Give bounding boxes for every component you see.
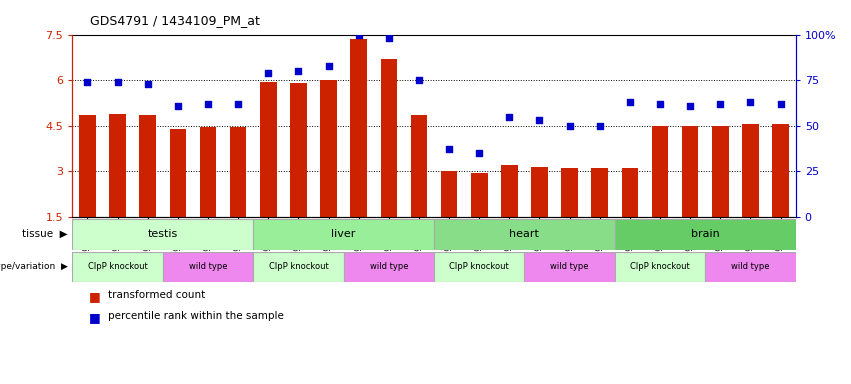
Bar xyxy=(163,252,254,282)
Bar xyxy=(109,114,126,217)
Bar xyxy=(344,252,434,282)
Text: ClpP knockout: ClpP knockout xyxy=(449,262,509,271)
Text: heart: heart xyxy=(510,229,540,239)
Point xyxy=(351,31,365,38)
Bar xyxy=(434,219,614,250)
Text: wild type: wild type xyxy=(189,262,227,271)
Bar xyxy=(652,126,668,217)
Bar xyxy=(230,127,247,217)
Bar xyxy=(140,115,156,217)
Bar xyxy=(614,252,705,282)
Bar xyxy=(260,82,277,217)
Bar xyxy=(254,219,434,250)
Point xyxy=(201,101,214,107)
Point xyxy=(472,150,486,156)
Bar xyxy=(614,219,796,250)
Point xyxy=(503,114,517,120)
Bar xyxy=(254,252,344,282)
Text: ClpP knockout: ClpP knockout xyxy=(88,262,147,271)
Bar xyxy=(380,59,397,217)
Text: ■: ■ xyxy=(89,290,101,303)
Point xyxy=(81,79,94,85)
Bar xyxy=(773,124,789,217)
Point xyxy=(744,99,757,105)
Point xyxy=(141,81,155,87)
Point xyxy=(231,101,245,107)
Bar xyxy=(591,168,608,217)
Bar xyxy=(200,127,216,217)
Text: wild type: wild type xyxy=(369,262,408,271)
Point xyxy=(322,63,335,69)
Bar xyxy=(682,126,699,217)
Text: ClpP knockout: ClpP knockout xyxy=(269,262,328,271)
Point xyxy=(533,117,546,123)
Text: wild type: wild type xyxy=(731,262,769,271)
Point xyxy=(382,35,396,41)
Bar xyxy=(351,39,367,217)
Bar xyxy=(742,124,759,217)
Bar xyxy=(531,167,548,217)
Point xyxy=(593,123,607,129)
Point xyxy=(774,101,787,107)
Point xyxy=(171,103,185,109)
Bar xyxy=(441,171,457,217)
Text: transformed count: transformed count xyxy=(108,290,205,300)
Point xyxy=(412,77,426,83)
Bar xyxy=(169,129,186,217)
Point xyxy=(292,68,306,74)
Bar xyxy=(411,115,427,217)
Text: tissue  ▶: tissue ▶ xyxy=(22,229,68,239)
Bar xyxy=(524,252,614,282)
Text: liver: liver xyxy=(331,229,356,239)
Text: ■: ■ xyxy=(89,311,101,324)
Bar xyxy=(501,165,517,217)
Bar xyxy=(320,80,337,217)
Point xyxy=(261,70,275,76)
Bar xyxy=(712,126,728,217)
Point xyxy=(654,101,667,107)
Point xyxy=(111,79,124,85)
Bar xyxy=(562,168,578,217)
Text: wild type: wild type xyxy=(551,262,589,271)
Text: GDS4791 / 1434109_PM_at: GDS4791 / 1434109_PM_at xyxy=(89,14,260,27)
Bar xyxy=(72,219,254,250)
Bar xyxy=(705,252,796,282)
Point xyxy=(683,103,697,109)
Bar xyxy=(434,252,524,282)
Text: genotype/variation  ▶: genotype/variation ▶ xyxy=(0,262,68,271)
Point xyxy=(563,123,576,129)
Bar xyxy=(290,83,306,217)
Bar xyxy=(72,252,163,282)
Point xyxy=(623,99,637,105)
Point xyxy=(713,101,727,107)
Text: testis: testis xyxy=(147,229,178,239)
Bar xyxy=(471,173,488,217)
Text: brain: brain xyxy=(691,229,720,239)
Point xyxy=(443,146,456,152)
Text: percentile rank within the sample: percentile rank within the sample xyxy=(108,311,284,321)
Bar xyxy=(79,115,95,217)
Text: ClpP knockout: ClpP knockout xyxy=(631,262,690,271)
Bar xyxy=(621,168,638,217)
